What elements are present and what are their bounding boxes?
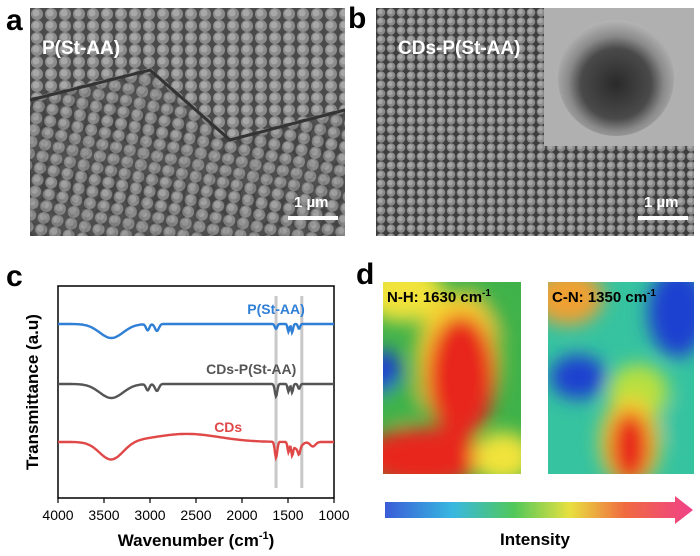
series-label-1: CDs-P(St-AA) <box>206 361 296 377</box>
x-axis-label: Wavenumber (cm-1) <box>118 530 275 550</box>
sem-label-a: P(St-AA) <box>42 38 121 59</box>
scale-text-a: 1 µm <box>294 194 329 211</box>
series-line-1 <box>58 382 334 400</box>
x-tick-label-4000: 4000 <box>42 507 73 523</box>
series-label-2: CDs <box>214 419 242 435</box>
panel-letter-c: c <box>6 260 23 293</box>
panel-letter-a: a <box>6 4 23 37</box>
series-label-0: P(St-AA) <box>247 301 305 317</box>
y-axis-label: Transmittance (a.u) <box>23 314 42 470</box>
scale-text-b: 1 µm <box>644 194 679 211</box>
series-line-0 <box>58 322 334 340</box>
heatmap-label-cn: C-N: 1350 cm-1 <box>552 288 656 306</box>
heatmap-nh: N-H: 1630 cm-1 <box>383 282 521 474</box>
x-tick-label-1500: 1500 <box>272 507 303 523</box>
x-tick-label-3500: 3500 <box>88 507 119 523</box>
intensity-label: Intensity <box>500 530 570 549</box>
sem-image-b: CDs-P(St-AA) 1 µm <box>376 8 694 236</box>
x-tick-label-2500: 2500 <box>180 507 211 523</box>
ftir-chart: 4000 3500 3000 2500 2000 1500 1000 Wavenumber (… <box>23 285 350 550</box>
x-tick-label-2000: 2000 <box>226 507 257 523</box>
heatmap-cn: C-N: 1350 cm-1 <box>548 282 694 474</box>
heatmap-label-nh: N-H: 1630 cm-1 <box>387 288 491 306</box>
intensity-colorbar <box>385 496 693 524</box>
sem-label-b: CDs-P(St-AA) <box>398 38 521 59</box>
panel-letter-d: d <box>356 258 375 291</box>
x-tick-label-1000: 1000 <box>318 507 349 523</box>
scale-bar-b <box>638 216 688 220</box>
panel-letter-b: b <box>348 2 367 35</box>
sem-image-a: P(St-AA) 1 µm <box>30 8 345 236</box>
scale-bar-a <box>288 216 338 220</box>
series-line-2 <box>58 432 334 462</box>
x-tick-label-3000: 3000 <box>134 507 165 523</box>
